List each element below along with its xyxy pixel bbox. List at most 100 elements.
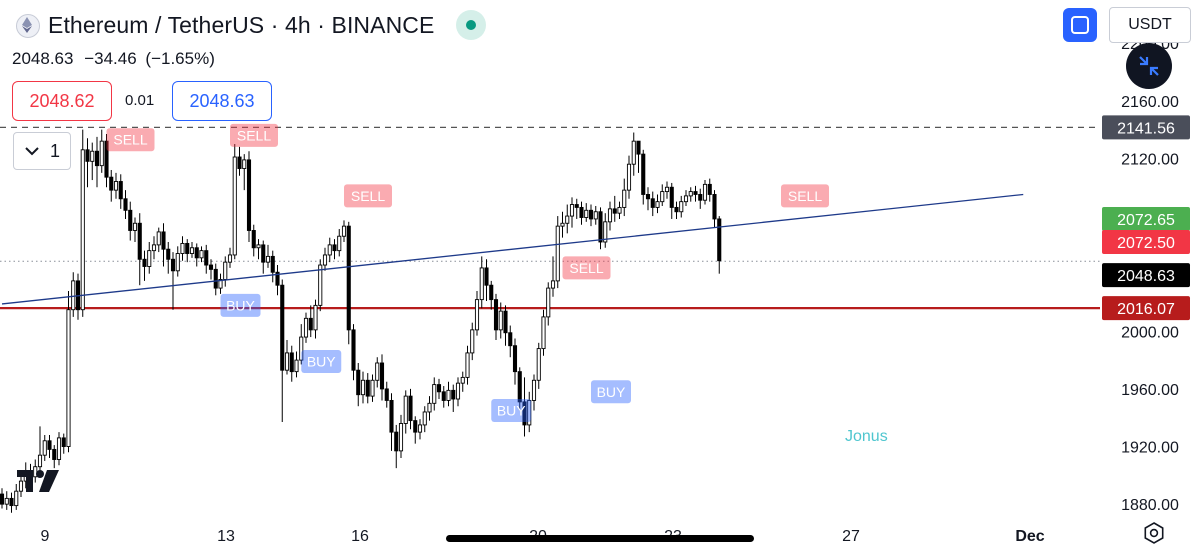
candle xyxy=(356,369,361,396)
settings-icon[interactable] xyxy=(1143,522,1165,544)
candle xyxy=(322,254,328,266)
candle xyxy=(384,388,389,401)
symbol-title[interactable]: Ethereum / TetherUS · 4h · BINANCE xyxy=(48,11,435,38)
candle xyxy=(370,379,375,397)
candle xyxy=(337,235,342,252)
candle xyxy=(527,399,532,426)
candle xyxy=(47,440,52,450)
y-tick-label: 1920.00 xyxy=(1121,440,1179,457)
price-tag-label: 2048.63 xyxy=(1117,268,1175,285)
candle xyxy=(574,204,579,208)
candle xyxy=(185,242,190,254)
candle xyxy=(470,329,475,354)
candle xyxy=(61,437,66,447)
candle xyxy=(398,423,404,452)
tradingview-logo-icon[interactable] xyxy=(17,468,63,494)
candle xyxy=(42,440,47,456)
candle xyxy=(441,391,446,401)
candle xyxy=(303,317,309,338)
sell-signal-label: SELL xyxy=(569,260,603,276)
price-change-percent: (−1.65%) xyxy=(145,49,215,68)
x-tick-label: 27 xyxy=(842,528,860,545)
candle xyxy=(626,163,632,191)
candle xyxy=(132,222,138,231)
trendline[interactable] xyxy=(1,193,1024,305)
spread-value: 0.01 xyxy=(125,92,155,109)
x-tick-label: Dec xyxy=(1015,528,1044,545)
candle xyxy=(455,382,461,400)
buy-signal xyxy=(591,380,631,404)
candle xyxy=(289,352,294,373)
buy-signal xyxy=(220,293,261,317)
candle xyxy=(14,490,19,507)
candle xyxy=(56,437,62,460)
buy-signal-label: BUY xyxy=(226,297,255,313)
chevron-down-icon xyxy=(25,147,39,156)
buy-button[interactable]: 2048.63 xyxy=(172,81,272,121)
candle xyxy=(265,255,271,263)
candle xyxy=(66,309,71,447)
candle xyxy=(474,299,480,331)
buy-signal-label: BUY xyxy=(497,403,526,419)
price-tag-label: 2141.56 xyxy=(1117,120,1175,137)
sell-button[interactable]: 2048.62 xyxy=(12,81,112,121)
minimize-icon[interactable] xyxy=(1126,43,1172,89)
candle xyxy=(284,352,290,371)
candle xyxy=(436,384,442,393)
sell-signal-label: SELL xyxy=(351,188,385,204)
candle xyxy=(698,194,703,201)
indicators-toggle[interactable]: 1 xyxy=(13,132,71,170)
y-tick-label: 1880.00 xyxy=(1121,497,1179,514)
candle xyxy=(408,395,413,422)
candle xyxy=(123,198,128,211)
price-tag xyxy=(1102,115,1190,140)
candle xyxy=(80,149,85,311)
market-status-icon[interactable] xyxy=(456,10,487,40)
fullscreen-icon[interactable] xyxy=(1063,8,1097,42)
candle xyxy=(175,253,180,272)
candle xyxy=(712,194,717,220)
candle xyxy=(223,261,228,280)
buy-signal xyxy=(491,399,532,423)
candle xyxy=(218,278,223,289)
candle xyxy=(617,206,622,214)
candle xyxy=(142,258,147,267)
candle xyxy=(717,218,722,262)
candle xyxy=(261,244,266,263)
currency-selector[interactable]: USDT xyxy=(1109,7,1191,43)
candle xyxy=(550,280,556,289)
candle xyxy=(128,209,133,231)
candle xyxy=(161,231,166,250)
candle xyxy=(555,225,560,282)
indicator-count: 1 xyxy=(49,140,60,161)
home-indicator[interactable] xyxy=(446,535,754,542)
candle xyxy=(208,264,214,270)
candle xyxy=(479,267,484,301)
price-change: −34.46 xyxy=(84,49,137,68)
candle xyxy=(151,244,157,252)
candle xyxy=(403,395,408,424)
price-tag xyxy=(1102,206,1190,231)
price-tag-label: 2072.50 xyxy=(1117,235,1175,252)
candle xyxy=(427,402,432,413)
candle xyxy=(650,198,655,208)
candle xyxy=(636,140,641,155)
candle xyxy=(603,221,608,243)
candle xyxy=(365,379,370,397)
candle xyxy=(432,384,437,404)
candle xyxy=(237,156,242,169)
candle xyxy=(189,247,195,254)
candle xyxy=(71,280,76,311)
candle xyxy=(598,211,603,243)
candle xyxy=(118,181,123,200)
candle xyxy=(90,150,95,162)
candle xyxy=(389,399,394,433)
price-quote: 2048.63 −34.46 (−1.65%) xyxy=(12,49,215,69)
candle xyxy=(109,176,114,191)
price-tag xyxy=(1102,263,1190,288)
candle xyxy=(683,195,689,203)
candle xyxy=(641,153,646,195)
last-price: 2048.63 xyxy=(12,49,74,68)
candle xyxy=(232,156,237,256)
candle xyxy=(170,258,176,272)
